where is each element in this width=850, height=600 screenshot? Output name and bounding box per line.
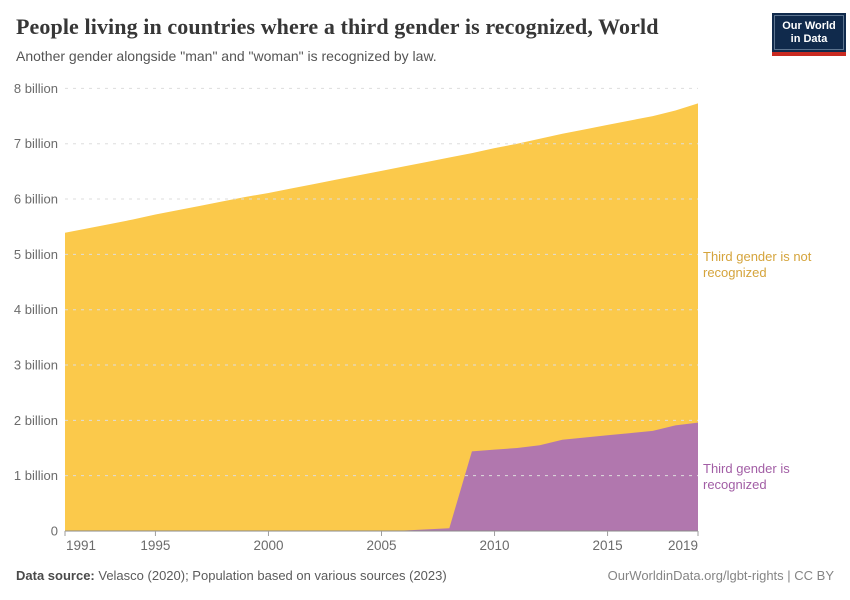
y-tick-label: 0 <box>51 524 58 539</box>
x-tick-label: 2015 <box>593 538 623 553</box>
chart-footer: Data source: Velasco (2020); Population … <box>16 568 834 583</box>
y-tick-label: 6 billion <box>14 192 58 207</box>
x-tick-label: 1991 <box>66 538 96 553</box>
y-tick-label: 5 billion <box>14 247 58 262</box>
data-source-note: Data source: Velasco (2020); Population … <box>16 568 447 583</box>
x-tick-label: 2010 <box>480 538 510 553</box>
y-tick-label: 7 billion <box>14 136 58 151</box>
y-tick-label: 1 billion <box>14 468 58 483</box>
y-tick-label: 8 billion <box>14 81 58 96</box>
x-tick-label: 2019 <box>668 538 698 553</box>
data-source-label: Data source: <box>16 568 95 583</box>
area-not-recognized <box>65 103 698 531</box>
y-tick-label: 2 billion <box>14 413 58 428</box>
area-label-not-recognized: Third gender is not recognized <box>703 249 812 280</box>
owid-logo-text: Our World in Data <box>774 15 844 50</box>
owid-logo: Our World in Data <box>772 13 846 56</box>
x-tick-label: 1995 <box>140 538 170 553</box>
y-tick-label: 3 billion <box>14 358 58 373</box>
x-tick-label: 2005 <box>366 538 396 553</box>
x-tick-label: 2000 <box>253 538 283 553</box>
area-label-recognized: Third gender is recognized <box>703 461 790 492</box>
page-title: People living in countries where a third… <box>16 14 659 39</box>
credit-link[interactable]: OurWorldinData.org/lgbt-rights | CC BY <box>607 568 834 583</box>
owid-logo-red-bar <box>772 52 846 56</box>
owid-logo-box: Our World in Data <box>772 13 846 52</box>
owid-logo-line2: in Data <box>790 32 828 45</box>
y-tick-label: 4 billion <box>14 302 58 317</box>
chart-subtitle: Another gender alongside "man" and "woma… <box>16 48 437 64</box>
data-source-text: Velasco (2020); Population based on vari… <box>94 568 447 583</box>
owid-logo-line1: Our World <box>782 19 836 32</box>
area-recognized <box>65 422 698 531</box>
chart-header: People living in countries where a third… <box>16 14 756 64</box>
